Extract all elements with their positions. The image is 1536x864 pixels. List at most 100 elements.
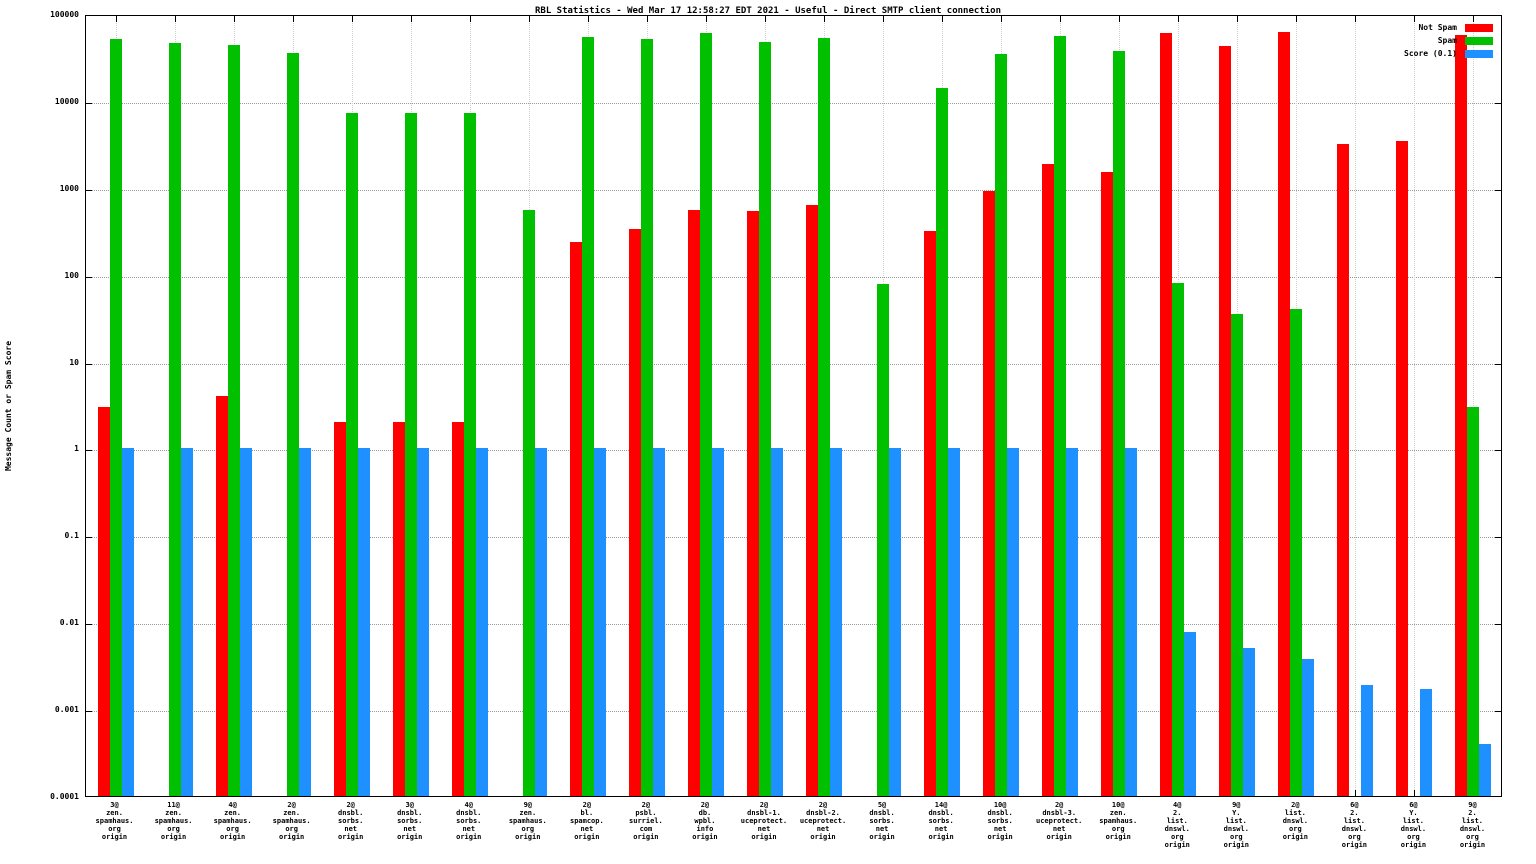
x-tick-label: 2@ db. wpbl. info origin [692,801,718,841]
x-tick-mark [705,16,707,22]
bar-spam [877,284,890,796]
bar-spam [640,39,653,796]
bar-spam [758,41,771,796]
h-gridline [86,450,1501,452]
h-gridline [86,102,1501,104]
y-tick-mark [1495,102,1501,104]
bar-spam [404,113,417,796]
x-tick-mark [1296,16,1298,22]
x-tick-label: 10@ zen. spamhaus. org origin [1099,801,1138,841]
x-tick-label: 3@ zen. spamhaus. org origin [95,801,134,841]
bar-not-spam [687,209,700,796]
x-tick-mark [646,16,648,22]
x-tick-mark [883,16,885,22]
h-gridline [86,537,1501,539]
bar-not-spam [1337,143,1350,796]
h-gridline [86,363,1501,365]
bar-score-0-1 [711,448,724,796]
x-tick-label: 2@ dnsbl-1. uceprotect. net origin [740,801,788,841]
bar-score-0-1 [1302,658,1315,796]
bar-score-0-1 [652,448,665,796]
y-tick-label: 1 [74,444,79,454]
chart-title: RBL Statistics - Wed Mar 17 12:58:27 EDT… [535,6,1001,16]
bar-spam [818,37,831,796]
bar-score-0-1 [416,448,429,796]
bar-score-0-1 [1420,689,1433,796]
x-tick-mark [1355,790,1357,796]
plot-area: Not Spam Spam Score (0.1) [85,15,1502,797]
bar-spam [227,44,240,796]
legend-swatch-spam [1465,36,1493,45]
x-tick-label: 14@ dnsbl. sorbs. net origin [928,801,954,841]
bar-not-spam [1042,163,1055,796]
y-tick-mark [86,363,92,365]
v-gridline [1355,16,1357,796]
x-tick-label: 4@ dnsbl. sorbs. net origin [456,801,482,841]
bar-spam [109,38,122,796]
h-gridline [86,624,1501,626]
y-tick-label: 1000 [59,183,79,193]
x-tick-mark [1473,16,1475,22]
bar-not-spam [746,211,759,796]
bar-not-spam [1455,34,1468,796]
x-tick-mark [824,16,826,22]
y-tick-mark [1495,537,1501,539]
x-tick-mark [764,16,766,22]
y-tick-mark [1495,711,1501,713]
y-tick-label: 100 [64,270,79,280]
x-tick-mark [528,16,530,22]
bar-score-0-1 [357,448,370,796]
bar-spam [581,37,594,796]
bar-score-0-1 [298,448,311,796]
bar-not-spam [97,407,110,796]
x-tick-label: 2@ dnsbl-3. uceprotect. net origin [1036,801,1083,841]
x-tick-mark [292,16,294,22]
bar-score-0-1 [239,448,252,796]
x-tick-mark [1119,16,1121,22]
bar-not-spam [215,396,228,796]
bar-spam [522,209,535,796]
y-tick-label: 0.01 [59,618,79,628]
y-tick-mark [86,276,92,278]
bar-not-spam [392,422,405,796]
x-tick-label: 4@ 2. list. dnswl. org origin [1164,801,1190,849]
bar-spam [1113,50,1126,796]
h-gridline [86,276,1501,278]
x-tick-mark [233,16,235,22]
x-tick-mark [1414,16,1416,22]
x-tick-mark [1355,16,1357,22]
bar-score-0-1 [475,448,488,796]
y-tick-mark [1495,450,1501,452]
y-tick-mark [1495,189,1501,191]
bar-score-0-1 [593,448,606,796]
bar-not-spam [333,422,346,796]
bar-score-0-1 [1479,743,1492,796]
y-tick-label: 10000 [54,96,79,106]
bar-spam [345,113,358,796]
legend-label-spam: Spam [1437,36,1457,45]
bar-spam [936,88,949,796]
x-tick-label: 9@ zen. spamhaus. org origin [508,801,547,841]
y-tick-label: 100000 [50,10,79,19]
bar-spam [699,33,712,796]
y-tick-label: 0.0001 [50,792,79,801]
bar-score-0-1 [1243,648,1256,796]
x-tick-mark [1060,16,1062,22]
legend-entry-not-spam: Not Spam [1404,23,1493,32]
bar-score-0-1 [830,448,843,796]
legend-entry-spam: Spam [1404,36,1493,45]
bar-spam [286,52,299,796]
bar-spam [168,42,181,796]
x-tick-label: 2@ bl. spamcop. net origin [569,801,604,841]
y-tick-label: 0.1 [64,531,79,541]
x-tick-mark [1178,16,1180,22]
x-tick-label: 6@ 2. list. dnswl. org origin [1341,801,1368,849]
y-tick-label: 10 [69,357,79,367]
legend-label-score-0-1: Score (0.1) [1404,49,1457,58]
bar-score-0-1 [1007,448,1020,796]
bar-score-0-1 [1125,448,1138,796]
bar-score-0-1 [1066,448,1079,796]
y-tick-mark [1495,276,1501,278]
x-tick-label: 6@ Y. list. dnswl. org origin [1400,801,1427,849]
